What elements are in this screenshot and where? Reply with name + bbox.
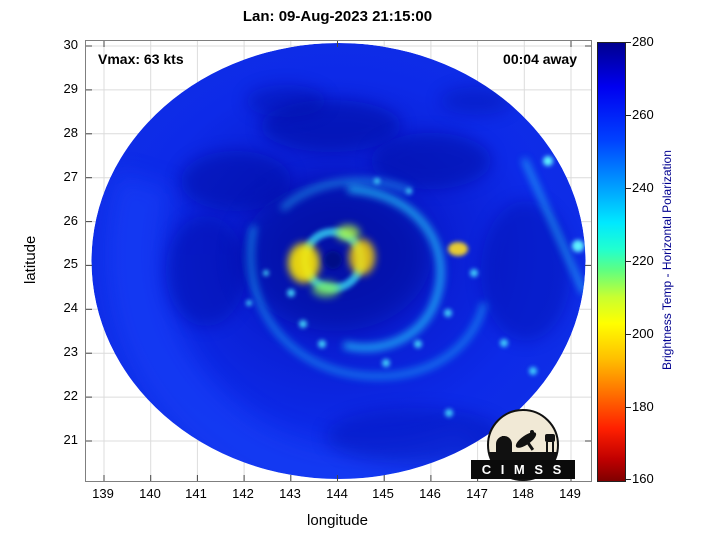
colorbar-tick: 280 [632,34,654,49]
satellite-swath-image [86,41,591,481]
eyewall-yellow-east [349,239,375,275]
x-tick: 141 [185,486,207,501]
x-tick: 139 [92,486,114,501]
y-tick: 27 [63,169,78,184]
colorbar-tick-mark [626,115,631,116]
colorbar-tick-mark [626,334,631,335]
inner-rainband [343,185,444,352]
x-tick: 148 [512,486,534,501]
x-axis-label: longitude [307,512,368,529]
x-tick: 144 [326,486,348,501]
y-axis-label: latitude [22,235,39,285]
colorbar-tick-mark [626,188,631,189]
y-tick: 24 [63,300,78,315]
colorbar-tick: 240 [632,180,654,195]
colorbar-label: Brightness Temp - Horizontal Polarizatio… [660,150,674,370]
y-tick: 28 [63,125,78,140]
colorbar-tick-mark [626,407,631,408]
x-tick: 146 [419,486,441,501]
swath-edge-streak [521,157,586,295]
x-tick: 142 [232,486,254,501]
cimss-logo-text: C I M S S [482,462,565,477]
y-tick: 23 [63,344,78,359]
y-tick: 22 [63,388,78,403]
vmax-annotation: Vmax: 63 kts [98,51,184,67]
y-tick: 30 [63,37,78,52]
cimss-logo: C I M S S [471,409,575,481]
colorbar [597,42,626,482]
eyewall-yellow-west [288,243,320,283]
colorbar-tick-mark [626,479,631,480]
outer-rainband [247,225,487,380]
time-offset-annotation: 00:04 away [503,51,577,67]
colorbar-tick: 180 [632,399,654,414]
y-tick: 29 [63,81,78,96]
y-tick: 25 [63,256,78,271]
convective-cells [246,178,558,435]
colorbar-tick: 220 [632,253,654,268]
storm-eye [324,251,342,269]
y-tick: 26 [63,213,78,228]
colorbar-tick: 260 [632,107,654,122]
x-tick: 145 [372,486,394,501]
x-tick: 143 [279,486,301,501]
y-tick: 21 [63,432,78,447]
colorbar-tick: 160 [632,471,654,486]
cimss-logo-banner [471,460,575,479]
colorbar-tick-mark [626,261,631,262]
x-tick: 140 [139,486,161,501]
colorbar-tick: 200 [632,326,654,341]
x-tick: 147 [466,486,488,501]
plot-area: Vmax: 63 kts 00:04 away [85,40,592,482]
colorbar-tick-mark [626,42,631,43]
cyclone-disc [91,43,586,479]
chart-title: Lan: 09-Aug-2023 21:15:00 [242,8,433,25]
x-tick: 149 [559,486,581,501]
